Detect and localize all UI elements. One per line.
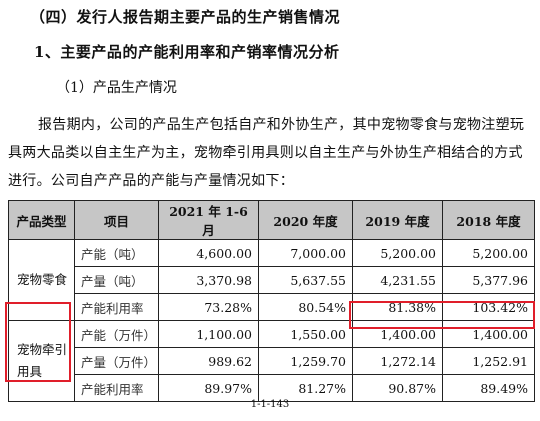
highlight-capacity-box [349,301,535,329]
value-cell: 73.28% [158,293,259,321]
header-2018: 2018 年度 [442,200,535,240]
value-cell: 3,370.98 [158,266,259,294]
category-cell: 宠物牵引用具 [8,320,75,402]
value-cell: 90.87% [352,374,443,402]
section-title: （四）发行人报告期主要产品的生产销售情况 [30,8,341,26]
header-category: 产品类型 [8,200,75,240]
value-cell: 4,600.00 [158,239,259,267]
table-row: 产量（万件） 989.62 1,259.70 1,272.14 1,252.91 [9,347,535,375]
item-cell: 产量（万件） [74,347,159,375]
value-cell: 5,200.00 [442,239,535,267]
header-2020: 2020 年度 [258,200,353,240]
table-header-row: 产品类型 项目 2021 年 1-6 月 2020 年度 2019 年度 201… [8,200,535,240]
value-cell: 89.97% [158,374,259,402]
item-cell: 产能（吨） [74,239,159,267]
highlight-category-box [5,302,71,382]
value-cell: 1,259.70 [258,347,353,375]
item-cell: 产能（万件） [74,320,159,348]
subsection-title: 1、主要产品的产能利用率和产销率情况分析 [34,43,340,61]
value-cell: 81.27% [258,374,353,402]
value-cell: 989.62 [158,347,259,375]
value-cell: 1,100.00 [158,320,259,348]
item-cell: 产量（吨） [74,266,159,294]
item-cell: 产能利用率 [74,293,159,321]
value-cell: 1,550.00 [258,320,353,348]
table-row: 产量（吨） 3,370.98 5,637.55 4,231.55 5,377.9… [9,266,535,294]
value-cell: 5,200.00 [352,239,443,267]
header-2019: 2019 年度 [352,200,443,240]
value-cell: 4,231.55 [352,266,443,294]
value-cell: 103.42% [442,293,535,321]
body-paragraph: 报告期内，公司的产品生产包括自产和外协生产，其中宠物零食与宠物注塑玩具两大品类以… [8,117,525,189]
table-row: 宠物牵引用具 产能（万件） 1,100.00 1,550.00 1,400.00… [8,320,535,402]
page-number: 1-1-143 [250,399,290,410]
header-2021h1: 2021 年 1-6 月 [158,200,259,240]
value-cell: 5,377.96 [442,266,535,294]
value-cell: 89.49% [442,374,535,402]
capacity-table: 产品类型 项目 2021 年 1-6 月 2020 年度 2019 年度 201… [8,200,535,402]
value-cell: 5,637.55 [258,266,353,294]
item-cell: 产能利用率 [74,374,159,402]
table-row: 宠物零食 产能（吨） 4,600.00 7,000.00 5,200.00 5,… [8,239,535,321]
table-row: 产能利用率 89.97% 81.27% 90.87% 89.49% [9,374,535,402]
category-cell: 宠物零食 [8,239,75,321]
value-cell: 1,272.14 [352,347,443,375]
table-row: 产能利用率 73.28% 80.54% 81.38% 103.42% [9,293,535,321]
value-cell: 1,252.91 [442,347,535,375]
sub-subsection-title: （1）产品生产情况 [56,80,177,96]
value-cell: 80.54% [258,293,353,321]
value-cell: 7,000.00 [258,239,353,267]
header-item: 项目 [74,200,159,240]
